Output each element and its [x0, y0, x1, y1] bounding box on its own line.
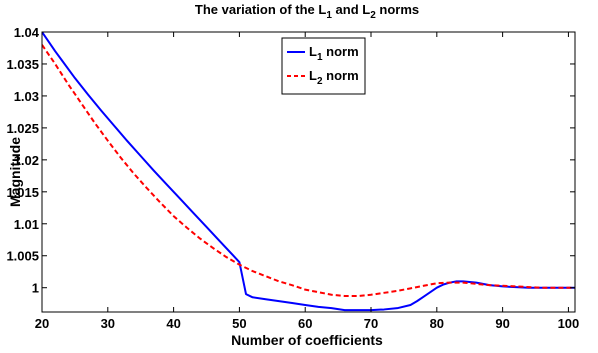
x-axis-label: Number of coefficients — [231, 332, 383, 348]
y-tick-label: 1.035 — [6, 57, 39, 72]
legend-label-l2: L2 norm — [309, 68, 359, 87]
legend-label-l1: L1 norm — [309, 44, 359, 63]
x-tick-label: 60 — [298, 316, 312, 331]
x-tick-label: 90 — [495, 316, 509, 331]
series-line-l2-norm — [42, 44, 575, 298]
series-layer — [42, 32, 575, 312]
y-tick-label: 1.015 — [6, 185, 39, 200]
x-tick-label: 30 — [101, 316, 115, 331]
y-tick-label: 1.04 — [14, 25, 40, 40]
y-tick-label: 1 — [32, 281, 39, 296]
x-tick-label: 100 — [558, 316, 580, 331]
legend-box — [281, 37, 366, 95]
x-tick-label: 40 — [166, 316, 180, 331]
plot-frame — [41, 31, 576, 313]
y-tick-label: 1.01 — [14, 217, 39, 232]
y-tick-label: 1.03 — [14, 89, 39, 104]
x-tick-label: 80 — [430, 316, 444, 331]
y-axis-label: Magnitude — [7, 137, 23, 207]
legend: L1 norm L2 norm — [281, 37, 366, 95]
y-tick-label: 1.025 — [6, 121, 39, 136]
ticks-layer: 20 30 40 50 60 70 80 90 100 1 1.005 1.01 1.015 1.02 1.… — [6, 25, 579, 331]
y-tick-label: 1.02 — [14, 153, 39, 168]
y-tick-label: 1.005 — [6, 249, 39, 264]
chart-title: The variation of the L1 and L2 norms — [195, 2, 419, 21]
x-tick-label: 70 — [364, 316, 378, 331]
x-tick-label: 50 — [232, 316, 246, 331]
x-tick-label: 20 — [35, 316, 49, 331]
